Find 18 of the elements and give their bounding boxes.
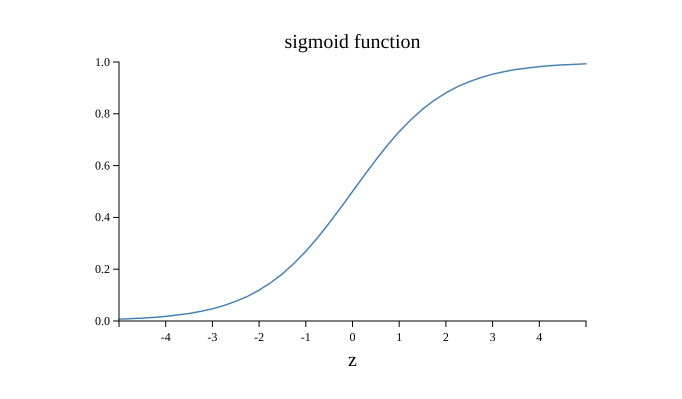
x-tick-label: 0	[350, 330, 356, 344]
x-tick-label: 3	[490, 330, 496, 344]
x-tick-label: -1	[300, 330, 311, 344]
y-tick-label: 0.4	[95, 210, 110, 224]
y-tick-label: 0.2	[95, 262, 110, 276]
x-tick-label: -2	[254, 330, 264, 344]
y-tick-label: 0.8	[95, 106, 110, 121]
x-axis-title: z	[348, 349, 358, 371]
x-tick-label: -3	[207, 330, 218, 344]
y-tick-label: 1.0	[95, 54, 110, 69]
line-series	[118, 63, 587, 320]
x-tick-label: 1	[396, 330, 402, 344]
x-tick-label: 4	[536, 330, 542, 344]
x-tick-label: 2	[442, 330, 449, 344]
y-tick-label: 0.0	[95, 314, 110, 328]
x-tick-label: -4	[160, 330, 171, 344]
chart-title: sigmoid function	[284, 31, 421, 53]
y-tick-label: 0.6	[95, 158, 110, 172]
